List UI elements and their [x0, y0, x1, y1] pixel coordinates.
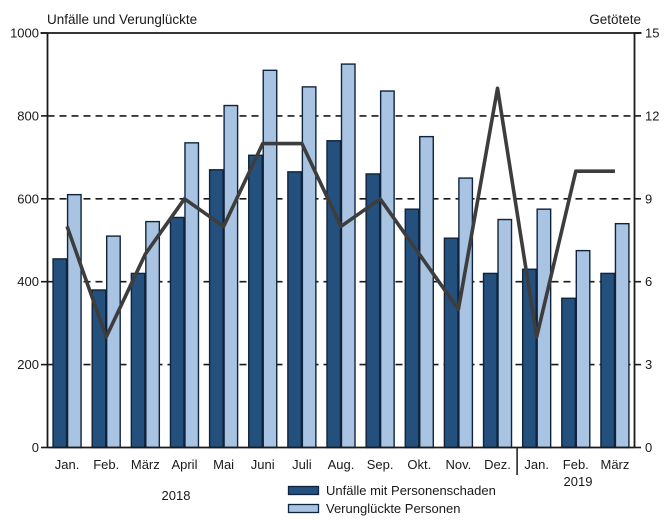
- month-label: Sep.: [367, 457, 394, 472]
- month-label: Jan.: [524, 457, 549, 472]
- right-axis-label: 12: [645, 108, 659, 123]
- bar-verunglueckte: [223, 104, 239, 449]
- bar-unfaelle: [208, 169, 224, 449]
- legend-swatch-unfaelle: [287, 485, 320, 496]
- left-axis-label: 800: [17, 108, 39, 123]
- bar-unfaelle: [561, 297, 576, 449]
- year-label: 2019: [564, 474, 593, 489]
- month-label: März: [600, 457, 629, 472]
- left-axis-label: 0: [32, 440, 39, 455]
- right-axis-label: 3: [645, 357, 652, 372]
- legend-swatch-verunglueckte: [287, 503, 320, 514]
- legend-label-verunglueckte: Verunglückte Personen: [326, 501, 460, 516]
- bar-verunglueckte: [614, 222, 630, 449]
- month-label: Juli: [292, 457, 312, 472]
- bar-verunglueckte: [575, 249, 591, 449]
- month-label: März: [131, 457, 160, 472]
- bar-unfaelle: [130, 272, 146, 449]
- bar-verunglueckte: [301, 86, 317, 449]
- legend-label-unfaelle: Unfälle mit Personenschaden: [326, 483, 496, 498]
- left-axis-label: 600: [17, 191, 39, 206]
- month-label: April: [171, 457, 197, 472]
- month-label: Dez.: [484, 457, 511, 472]
- bar-verunglueckte: [497, 218, 513, 449]
- bar-verunglueckte: [262, 69, 278, 449]
- bar-verunglueckte: [458, 177, 474, 449]
- bar-unfaelle: [482, 272, 498, 449]
- plot-area: 0 200 400 600 800 1000 0 3 6 9 12 15 Jan. Feb. März Apr…: [10, 26, 659, 504]
- left-axis-title: Unfälle und Verunglückte: [47, 12, 197, 27]
- month-label: Okt.: [407, 457, 431, 472]
- right-axis-label: 9: [645, 191, 652, 206]
- bar-unfaelle: [365, 173, 381, 449]
- bar-verunglueckte: [340, 63, 356, 449]
- bar-unfaelle: [52, 258, 68, 449]
- right-axis-label: 6: [645, 274, 652, 289]
- bar-unfaelle: [326, 140, 342, 449]
- right-axis-label: 15: [645, 26, 659, 41]
- year-label: 2018: [162, 488, 191, 503]
- bar-verunglueckte: [145, 220, 161, 449]
- left-axis-label: 400: [17, 274, 39, 289]
- legend: Unfälle mit Personenschaden Verunglückte…: [287, 483, 496, 516]
- bar-verunglueckte: [419, 135, 434, 449]
- month-label: Feb.: [93, 457, 119, 472]
- bar-unfaelle: [600, 272, 616, 449]
- month-label: Feb.: [563, 457, 589, 472]
- month-label: Jan.: [55, 457, 80, 472]
- bar-verunglueckte: [184, 142, 200, 449]
- left-axis-label: 200: [17, 357, 39, 372]
- right-axis-label: 0: [645, 440, 652, 455]
- line-getoetete: [65, 86, 615, 339]
- bar-unfaelle: [169, 216, 185, 449]
- month-label: Mai: [213, 457, 234, 472]
- month-label: Nov.: [446, 457, 472, 472]
- bar-unfaelle: [248, 154, 263, 449]
- bar-verunglueckte: [105, 235, 121, 449]
- month-label: Aug.: [328, 457, 355, 472]
- month-label: Juni: [251, 457, 275, 472]
- bar-unfaelle: [443, 237, 459, 449]
- bar-unfaelle: [287, 171, 303, 449]
- right-axis-title: Getötete: [589, 12, 641, 27]
- left-axis-label: 1000: [10, 26, 39, 41]
- bar-verunglueckte: [379, 90, 395, 449]
